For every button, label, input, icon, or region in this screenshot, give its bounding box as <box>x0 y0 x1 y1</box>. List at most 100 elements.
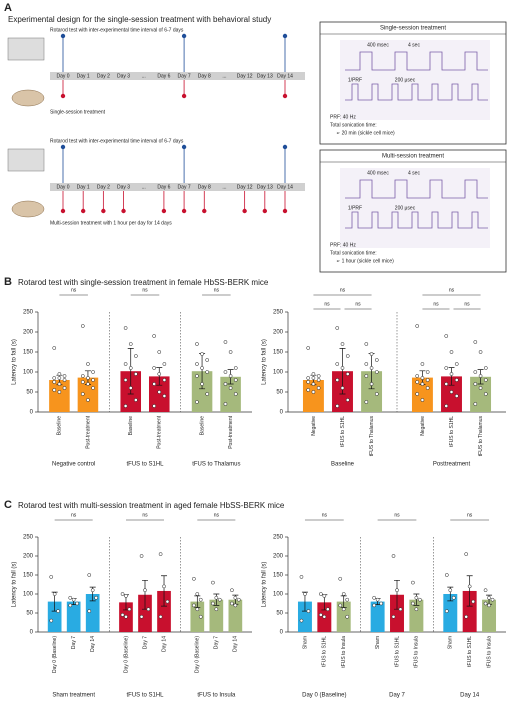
data-point <box>80 380 85 384</box>
data-point <box>374 370 379 374</box>
data-point <box>87 573 92 577</box>
data-point <box>454 362 459 366</box>
category-label: Day 14 <box>90 636 96 652</box>
category-label: Day 7 <box>142 636 148 649</box>
data-point <box>338 576 343 581</box>
day-label: Day 1 <box>77 184 90 190</box>
data-point <box>217 597 222 602</box>
data-point <box>338 603 343 608</box>
bar <box>47 601 62 632</box>
data-point <box>306 376 311 380</box>
treatment-dot <box>60 93 66 99</box>
data-point <box>57 390 62 394</box>
data-point <box>228 374 233 378</box>
y-tick-label: 200 <box>23 554 34 560</box>
y-tick-label: 150 <box>273 573 284 579</box>
rotarod-icon <box>7 148 45 172</box>
group-label: Posttreatment <box>433 462 471 468</box>
data-point <box>120 613 125 617</box>
significance-label: ns <box>214 287 220 293</box>
error-bar <box>156 367 163 386</box>
rotarod-dot <box>181 144 187 150</box>
rotarod-dot <box>181 33 187 39</box>
data-point <box>94 595 98 600</box>
data-point <box>233 366 238 370</box>
data-point <box>192 576 196 581</box>
panel-letter: A <box>4 2 12 14</box>
significance-label: ns <box>142 512 148 518</box>
data-point <box>68 595 73 600</box>
prf-label: 1/PRF <box>348 205 362 211</box>
group-label: tFUS to Insula <box>197 693 236 699</box>
data-point <box>123 362 128 366</box>
pulse-detail <box>345 83 488 101</box>
category-label: Baseline <box>128 416 134 435</box>
day-label: Day 0 <box>56 184 69 190</box>
y-axis-label: Latency to fall (s) <box>262 562 268 608</box>
significance-label: ns <box>71 287 77 293</box>
treatment-dot <box>202 208 207 214</box>
data-point <box>57 382 62 386</box>
treatment-dot <box>121 208 126 214</box>
group-label: Negative control <box>52 462 95 468</box>
y-tick-label: 0 <box>30 630 34 636</box>
data-point <box>152 334 156 338</box>
data-point <box>335 378 340 382</box>
data-point <box>71 597 76 602</box>
significance-label: ns <box>433 301 439 307</box>
error-bar <box>466 575 473 607</box>
data-point <box>157 350 162 354</box>
data-point <box>198 597 203 602</box>
data-point <box>316 374 321 378</box>
data-point <box>345 597 350 602</box>
data-point <box>158 552 163 556</box>
data-point <box>340 386 345 390</box>
data-point <box>345 398 350 402</box>
day-label: Day 14 <box>277 184 293 190</box>
data-point <box>200 352 204 356</box>
data-point <box>124 594 128 598</box>
data-point <box>86 362 90 366</box>
bar <box>297 601 312 632</box>
data-point <box>62 378 67 382</box>
bar <box>336 601 351 632</box>
data-point <box>449 350 454 354</box>
data-point <box>157 372 162 376</box>
y-tick-label: 50 <box>276 390 283 396</box>
data-point <box>473 370 478 374</box>
prf-label: 1/PRF <box>348 77 362 83</box>
panel-letter: C <box>4 499 12 511</box>
data-point <box>162 584 166 589</box>
error-bar <box>413 593 420 606</box>
category-label: Day 14 <box>233 636 239 652</box>
data-point <box>345 614 350 619</box>
day-label: Day 6 <box>157 73 170 79</box>
y-tick-label: 150 <box>23 350 34 356</box>
data-point <box>415 324 420 328</box>
data-point <box>335 326 340 330</box>
data-point <box>311 372 316 376</box>
data-point <box>395 588 399 593</box>
data-point <box>369 352 374 356</box>
day-label: Day 2 <box>97 73 110 79</box>
protocol-box: Single-session treatment 400 msec 4 sec … <box>319 21 507 145</box>
bar <box>228 599 243 632</box>
data-point <box>123 404 128 408</box>
data-point <box>49 575 54 579</box>
data-point <box>299 618 304 623</box>
significance-label: ns <box>467 512 473 518</box>
category-label: Sham <box>448 636 454 649</box>
y-axis-label: Latency to fall (s) <box>12 339 18 385</box>
data-point <box>52 388 57 392</box>
significance-label: ns <box>142 287 148 293</box>
timeline-heading: Rotarod test with inter-experimental tim… <box>50 138 184 144</box>
data-point <box>490 597 495 602</box>
data-point <box>62 386 67 390</box>
data-point <box>483 588 488 593</box>
rotarod-dot <box>60 144 66 150</box>
bar <box>370 601 385 632</box>
data-point <box>369 382 374 386</box>
timeline-bar <box>50 72 305 80</box>
panel-title: Experimental design for the single-sessi… <box>8 15 271 24</box>
